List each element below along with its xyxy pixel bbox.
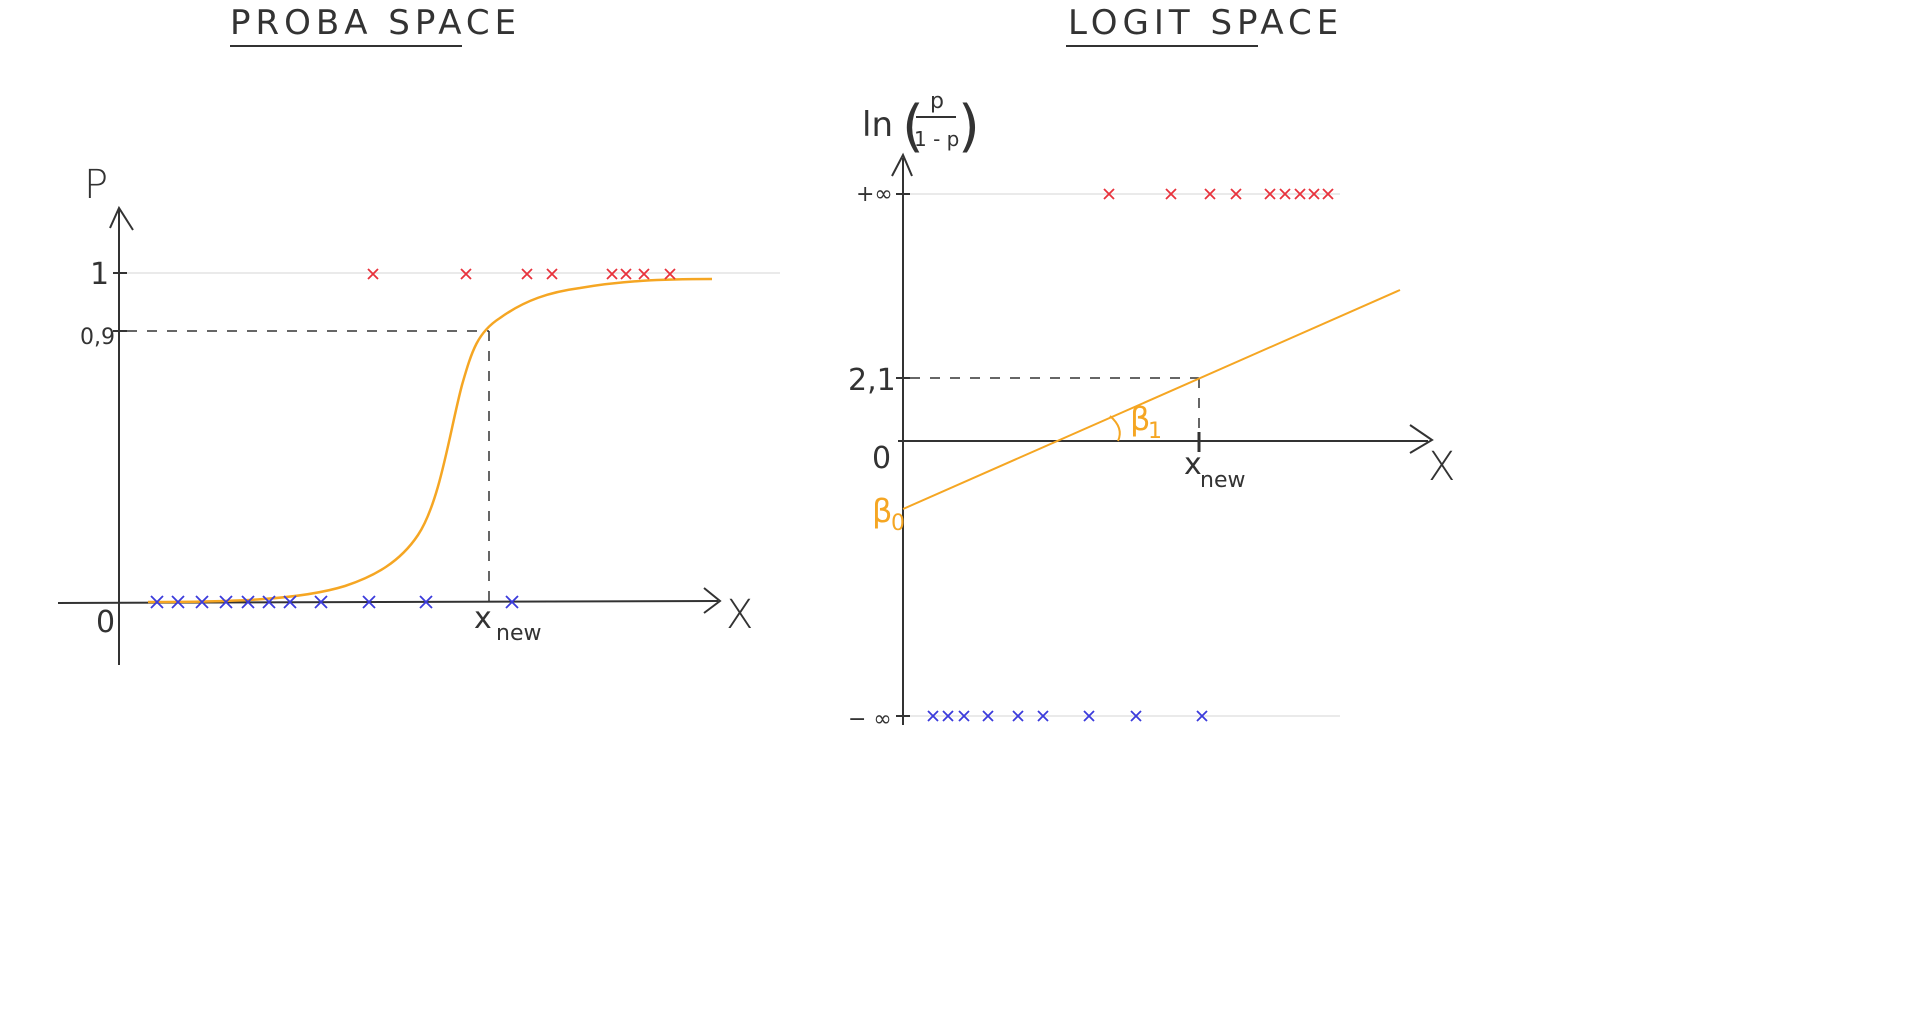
proba-blue-point-8 xyxy=(362,595,376,609)
logit-blue-point-2 xyxy=(958,710,970,722)
proba-x-arrow-icon xyxy=(703,587,722,614)
logit-blue-point-4 xyxy=(1012,710,1024,722)
proba-x-label: X xyxy=(726,592,753,638)
logit-red-point-2 xyxy=(1204,188,1216,200)
proba-origin-label: 0 xyxy=(96,605,115,640)
logit-beta1-sub-label: 1 xyxy=(1148,419,1162,444)
logit-blue-point-5 xyxy=(1037,710,1049,722)
logit-beta0-label: β xyxy=(872,492,892,530)
logit-red-point-7 xyxy=(1308,188,1320,200)
proba-red-point-0 xyxy=(367,268,379,280)
logit-red-point-8 xyxy=(1322,188,1334,200)
logit-space-panel: LOGIT SPACE ln ( p 1 - p ) +∞ − ∞ xyxy=(848,3,1455,732)
logit-x-arrow-icon xyxy=(1409,424,1434,454)
proba-blue-point-10 xyxy=(505,595,519,609)
proba-y-label: P xyxy=(84,162,108,208)
proba-red-point-3 xyxy=(546,268,558,280)
logit-red-point-1 xyxy=(1165,188,1177,200)
proba-y-arrow-icon xyxy=(109,205,134,231)
logit-xnew-sub-label: new xyxy=(1200,468,1245,493)
logit-origin-label: 0 xyxy=(872,441,891,476)
logit-tick-minus-inf-label: − ∞ xyxy=(848,707,892,732)
proba-red-point-4 xyxy=(606,268,618,280)
logit-blue-point-8 xyxy=(1196,710,1208,722)
logit-space-title: LOGIT SPACE xyxy=(1068,3,1343,43)
logit-blue-points xyxy=(927,710,1208,722)
proba-blue-point-7 xyxy=(314,595,328,609)
proba-xnew-label: x xyxy=(474,601,492,636)
proba-tick-09-label: 0,9 xyxy=(80,325,115,350)
logit-blue-point-6 xyxy=(1083,710,1095,722)
logit-regression-line xyxy=(902,289,1401,510)
proba-blue-point-5 xyxy=(262,595,276,609)
logit-red-point-0 xyxy=(1103,188,1115,200)
proba-red-point-6 xyxy=(638,268,650,280)
logit-beta1-label: β xyxy=(1130,400,1150,438)
logit-y-arrow-icon xyxy=(891,152,913,177)
proba-red-point-7 xyxy=(664,268,676,280)
logit-y-label-close-paren: ) xyxy=(958,94,980,159)
proba-red-point-2 xyxy=(521,268,533,280)
proba-space-title: PROBA SPACE xyxy=(230,3,521,43)
proba-blue-point-9 xyxy=(419,595,433,609)
proba-blue-point-4 xyxy=(241,595,255,609)
proba-blue-points xyxy=(150,595,519,609)
logit-red-point-4 xyxy=(1264,188,1276,200)
logit-blue-point-3 xyxy=(982,710,994,722)
proba-blue-point-6 xyxy=(283,595,297,609)
proba-blue-point-2 xyxy=(195,595,209,609)
logit-tick-plus-inf-label: +∞ xyxy=(856,182,893,207)
proba-space-panel: PROBA SPACE P X 0 1 0,9 x new xyxy=(57,3,780,665)
logit-beta1-angle-arc xyxy=(1109,415,1121,442)
logit-red-point-5 xyxy=(1279,188,1291,200)
proba-blue-point-0 xyxy=(150,595,164,609)
logit-red-points xyxy=(1103,188,1334,200)
logit-y-label-fn: ln xyxy=(862,105,893,145)
proba-red-point-5 xyxy=(620,268,632,280)
logit-y-label-open-paren: ( xyxy=(902,94,924,159)
proba-sigmoid-curve xyxy=(147,277,713,604)
logit-xnew-label: x xyxy=(1184,447,1202,482)
proba-red-points xyxy=(367,268,676,280)
proba-xnew-sub-label: new xyxy=(496,621,541,646)
logit-blue-point-7 xyxy=(1130,710,1142,722)
logit-blue-point-1 xyxy=(942,710,954,722)
logit-blue-point-0 xyxy=(927,710,939,722)
proba-red-point-1 xyxy=(460,268,472,280)
logit-beta0-sub-label: 0 xyxy=(891,511,905,536)
logit-x-label: X xyxy=(1428,444,1455,490)
logit-y-label: ln ( p 1 - p ) xyxy=(862,89,980,159)
proba-blue-point-1 xyxy=(171,595,185,609)
logit-y-label-num: p xyxy=(930,89,944,114)
logit-red-point-6 xyxy=(1294,188,1306,200)
proba-blue-point-3 xyxy=(219,595,233,609)
logit-red-point-3 xyxy=(1230,188,1242,200)
proba-tick-one-label: 1 xyxy=(90,257,109,292)
logit-tick-21-label: 2,1 xyxy=(848,363,896,398)
logit-y-label-den: 1 - p xyxy=(914,127,959,151)
